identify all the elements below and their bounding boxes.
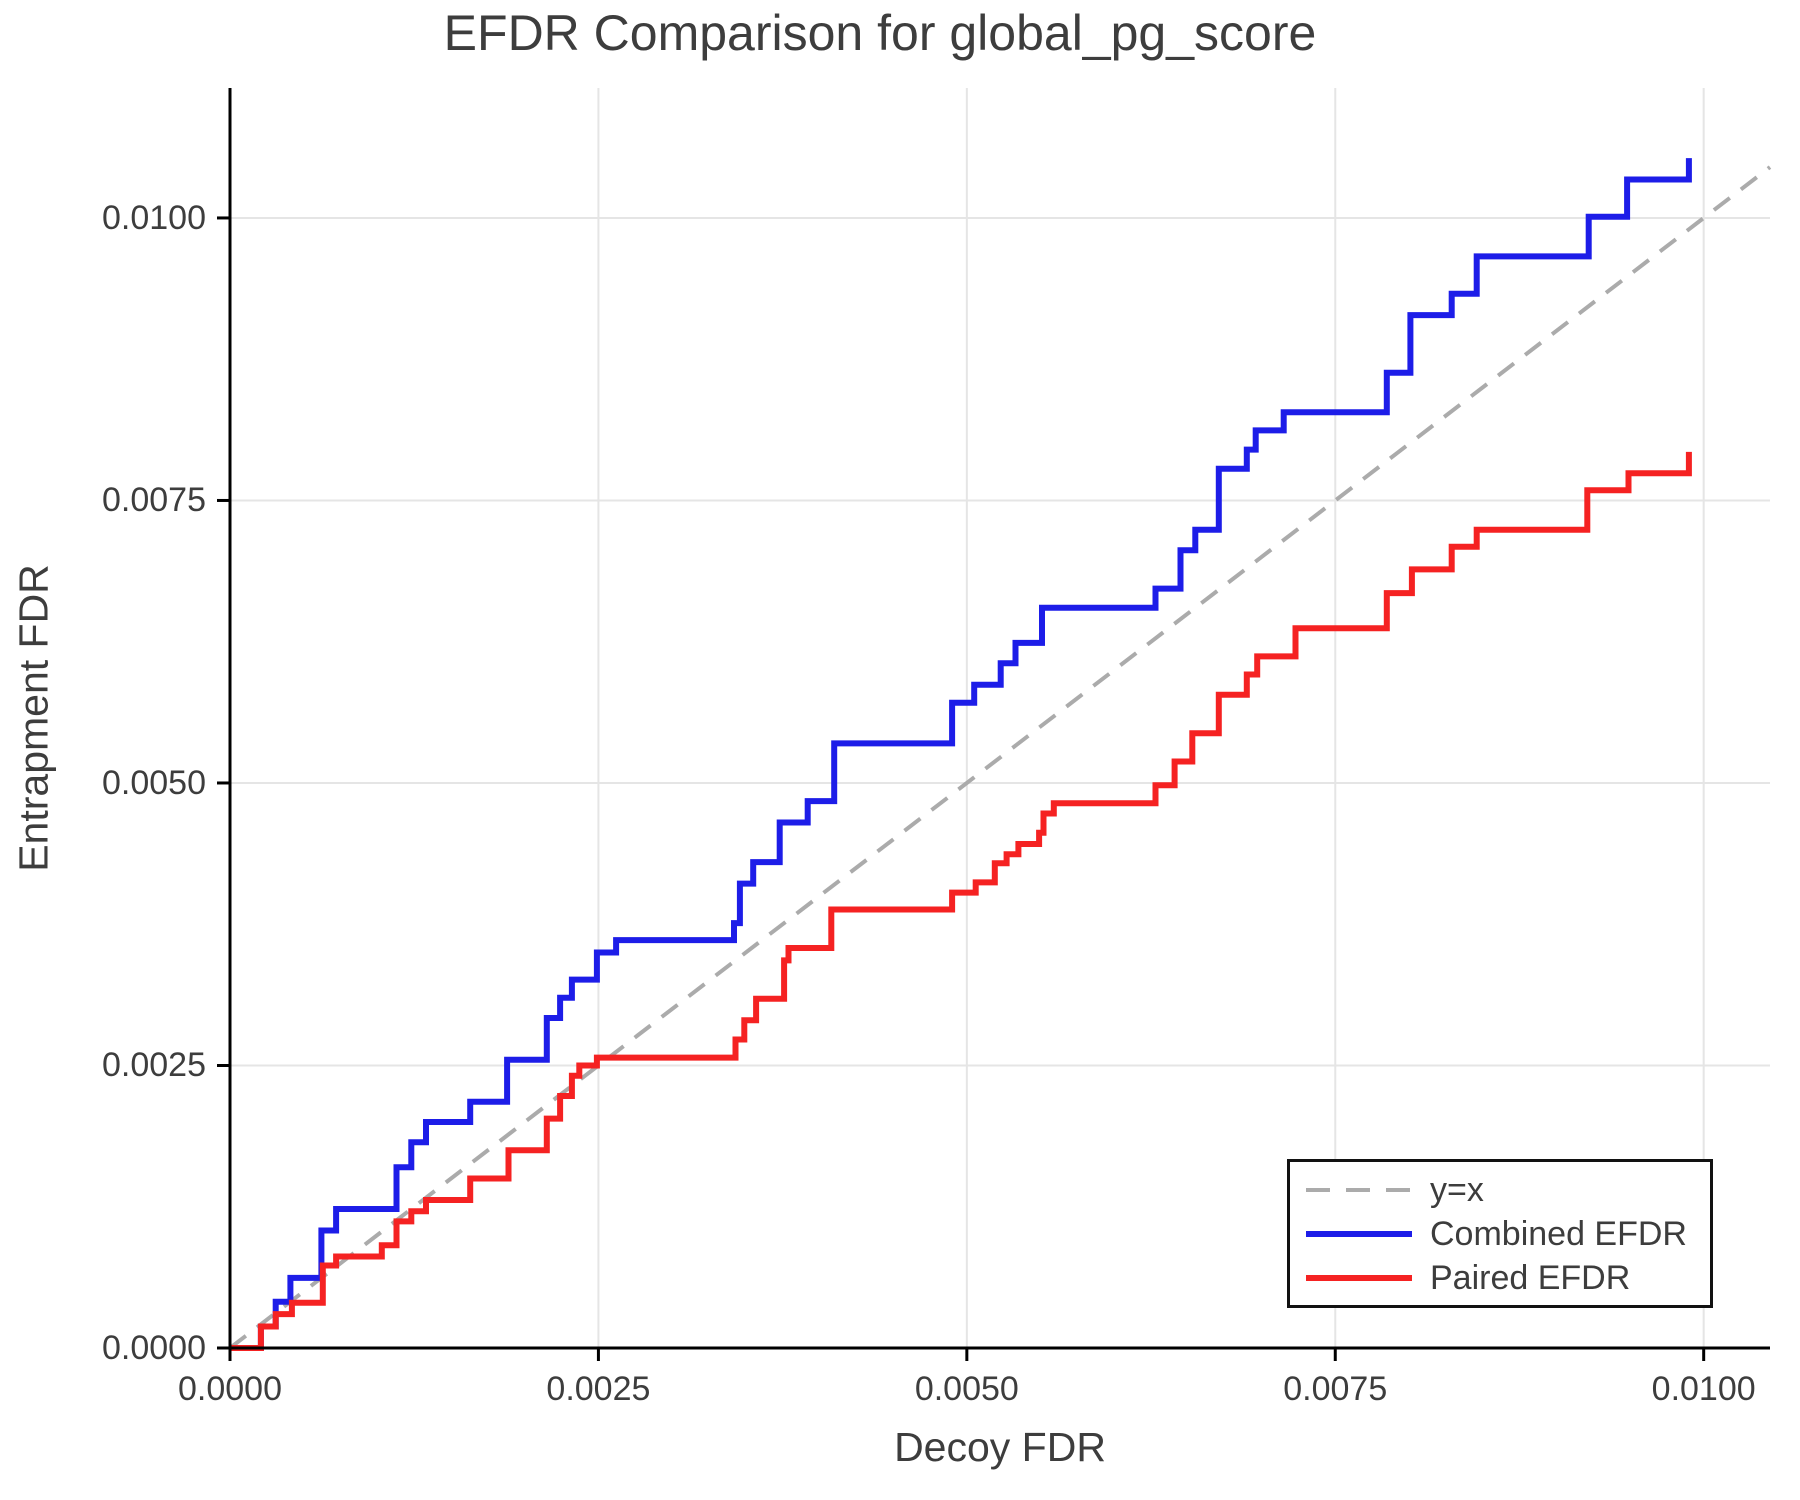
legend-row-combined: Combined EFDR bbox=[1306, 1215, 1710, 1253]
legend: y=x Combined EFDR Paired EFDR bbox=[1287, 1159, 1713, 1308]
y-tick-label: 0.0075 bbox=[102, 481, 206, 520]
x-tick-label: 0.0000 bbox=[178, 1370, 282, 1408]
y-axis-label: Entrapment FDR bbox=[10, 564, 57, 872]
legend-label-combined: Combined EFDR bbox=[1430, 1214, 1687, 1253]
x-tick-label: 0.0050 bbox=[914, 1370, 1019, 1408]
legend-row-yx: y=x bbox=[1306, 1171, 1710, 1209]
combined-efdr-line-sample bbox=[1306, 1230, 1412, 1237]
y-tick-label: 0.0025 bbox=[102, 1046, 206, 1085]
y-tick-label: 0.0100 bbox=[102, 198, 206, 237]
yx-dashed-line-sample bbox=[1306, 1187, 1412, 1192]
x-tick-label: 0.0025 bbox=[546, 1370, 651, 1408]
chart-title: EFDR Comparison for global_pg_score bbox=[443, 5, 1317, 61]
identity-line bbox=[228, 165, 1772, 1350]
legend-row-paired: Paired EFDR bbox=[1306, 1259, 1710, 1297]
y-tick-label: 0.0000 bbox=[102, 1329, 206, 1367]
x-tick-label: 0.0100 bbox=[1651, 1370, 1756, 1408]
x-axis-label: Decoy FDR bbox=[894, 1424, 1106, 1470]
legend-label-yx: y=x bbox=[1430, 1170, 1484, 1209]
x-tick-label: 0.0075 bbox=[1283, 1370, 1388, 1408]
paired-efdr-line bbox=[230, 451, 1692, 1351]
legend-label-paired: Paired EFDR bbox=[1430, 1258, 1631, 1297]
combined-efdr-line bbox=[230, 158, 1692, 1351]
paired-efdr-line-sample bbox=[1306, 1274, 1412, 1281]
y-tick-label: 0.0050 bbox=[102, 763, 206, 802]
